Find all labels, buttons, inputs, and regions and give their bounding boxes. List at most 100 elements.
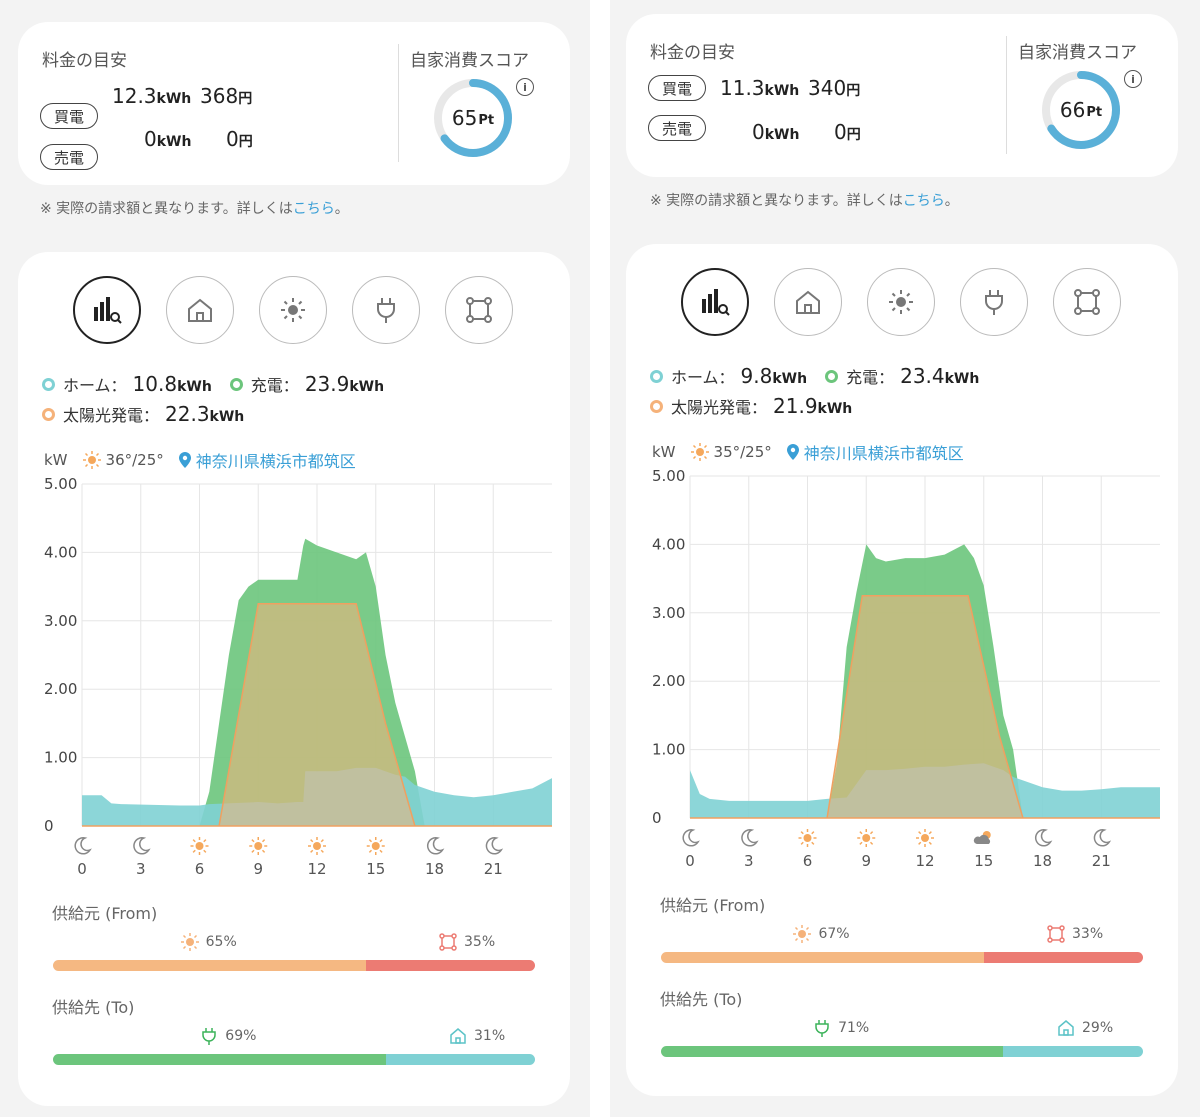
to-bar-charge — [661, 1046, 1004, 1057]
from-bar-battery — [983, 952, 1143, 963]
from-label: 供給元 (From) — [52, 904, 158, 923]
solar-dot — [42, 407, 55, 421]
sun-icon — [195, 842, 204, 850]
sun-ray — [320, 849, 324, 853]
legend-row-2: 太陽光発電： 22.3kWh — [42, 402, 262, 426]
x-weather-icon — [426, 837, 445, 855]
to-home-pct: 29% — [1056, 1018, 1113, 1038]
x-tick-label: 12 — [307, 860, 326, 878]
buy-row: 買電 — [40, 102, 98, 130]
series-area-2 — [82, 602, 552, 827]
x-weather-icon — [857, 829, 876, 847]
sun-icon — [254, 842, 263, 850]
to-bar-home — [385, 1054, 535, 1065]
score-value: 65 Pt — [451, 106, 495, 130]
x-weather-icon — [682, 829, 700, 847]
x-weather-icon — [133, 837, 151, 855]
to-bar — [661, 1046, 1143, 1057]
sun-ray — [800, 841, 804, 845]
to-charge-pct: 69% — [199, 1026, 256, 1046]
buy-tag: 買電 — [40, 103, 98, 129]
legend-row-1: ホーム： 10.8kWh 充電： 23.9kWh — [42, 372, 402, 396]
x-weather-icon — [741, 829, 759, 847]
home-dot — [650, 369, 663, 383]
mode-battery-button[interactable] — [1053, 268, 1121, 336]
sun-ray — [203, 839, 207, 843]
sun-ray — [811, 841, 815, 845]
solar-dot — [650, 399, 663, 413]
details-link[interactable]: こちら — [902, 193, 945, 209]
mode-overview-button[interactable] — [73, 276, 141, 344]
bar-chart-search-icon — [702, 289, 730, 316]
y-tick-label: 1.00 — [652, 741, 685, 759]
to-bar — [53, 1054, 535, 1065]
plug-icon — [202, 1028, 217, 1045]
cost-summary-card: 料金の目安 買電 12.3kWh 368円 売電 0kWh 0円 自家消費スコア… — [18, 22, 570, 185]
location-label[interactable]: 神奈川県横浜市都筑区 — [195, 452, 356, 471]
sun-icon — [180, 933, 199, 951]
sun-icon — [921, 834, 929, 842]
y-tick-label: 0 — [44, 817, 54, 835]
sun-ray — [251, 839, 255, 843]
sun-icon — [793, 925, 812, 943]
y-tick-label: 4.00 — [652, 535, 685, 553]
location-label[interactable]: 神奈川県横浜市都筑区 — [803, 444, 964, 463]
home-icon — [450, 1028, 466, 1044]
from-bar-solar — [661, 952, 984, 963]
billing-note: ※ 実際の請求額と異なります。詳しくはこちら。 — [650, 193, 959, 209]
mode-home-button[interactable] — [166, 276, 234, 344]
score-title: 自家消費スコア — [410, 51, 529, 71]
mode-battery-button[interactable] — [445, 276, 513, 344]
buy-yen: 340円 — [808, 76, 861, 100]
x-weather-icon — [1093, 829, 1112, 847]
sun-ray — [800, 831, 804, 835]
mode-overview-button[interactable] — [681, 268, 749, 336]
mode-solar-button[interactable] — [867, 268, 935, 336]
score-gauge — [434, 79, 512, 157]
y-tick-label: 4.00 — [44, 543, 77, 561]
home-legend-label: ホーム： — [63, 376, 127, 395]
x-weather-icon — [366, 837, 385, 855]
location-pin-icon — [178, 452, 191, 468]
sun-icon — [281, 298, 305, 322]
buy-yen: 368円 — [200, 84, 253, 108]
sun-ray — [261, 849, 266, 853]
sun-ray — [379, 849, 383, 853]
buy-tag: 買電 — [648, 75, 706, 101]
x-weather-icon — [74, 837, 92, 855]
to-home-pct: 31% — [448, 1026, 505, 1046]
x-tick-label: 6 — [803, 852, 813, 870]
sun-ray — [859, 831, 863, 835]
from-bar — [53, 960, 535, 971]
mode-charge-button[interactable] — [352, 276, 420, 344]
to-label: 供給先 (To) — [660, 990, 743, 1009]
mode-home-button[interactable] — [774, 268, 842, 336]
home-legend-value: 9.8kWh — [740, 364, 808, 388]
solar-legend-value: 21.9kWh — [773, 394, 853, 418]
y-tick-label: 5.00 — [652, 467, 685, 485]
y-unit-label: kW — [44, 451, 68, 469]
from-solar-pct: 67% — [792, 924, 850, 944]
mode-charge-button[interactable] — [960, 268, 1028, 336]
x-tick-label: 0 — [685, 852, 695, 870]
info-icon[interactable]: i — [1124, 70, 1142, 88]
summary-divider — [1006, 36, 1007, 154]
sun-ray — [251, 849, 255, 853]
from-bar-battery — [366, 960, 535, 971]
x-tick-label: 21 — [484, 860, 503, 878]
details-link[interactable]: こちら — [292, 201, 335, 217]
info-icon[interactable]: i — [516, 78, 534, 96]
x-tick-label: 21 — [1092, 852, 1111, 870]
x-tick-label: 3 — [744, 852, 754, 870]
score-title: 自家消費スコア — [1018, 43, 1137, 63]
battery-square-icon — [1074, 289, 1100, 315]
mode-solar-button[interactable] — [259, 276, 327, 344]
panel-divider — [590, 0, 610, 1117]
score-value: 66 Pt — [1059, 98, 1103, 122]
billing-note: ※ 実際の請求額と異なります。詳しくはこちら。 — [40, 201, 349, 217]
home-dot — [42, 377, 55, 391]
moon-icon — [426, 837, 445, 855]
moon-icon — [133, 837, 151, 855]
from-battery-pct: 33% — [1046, 924, 1103, 944]
sun-ray — [192, 849, 196, 853]
